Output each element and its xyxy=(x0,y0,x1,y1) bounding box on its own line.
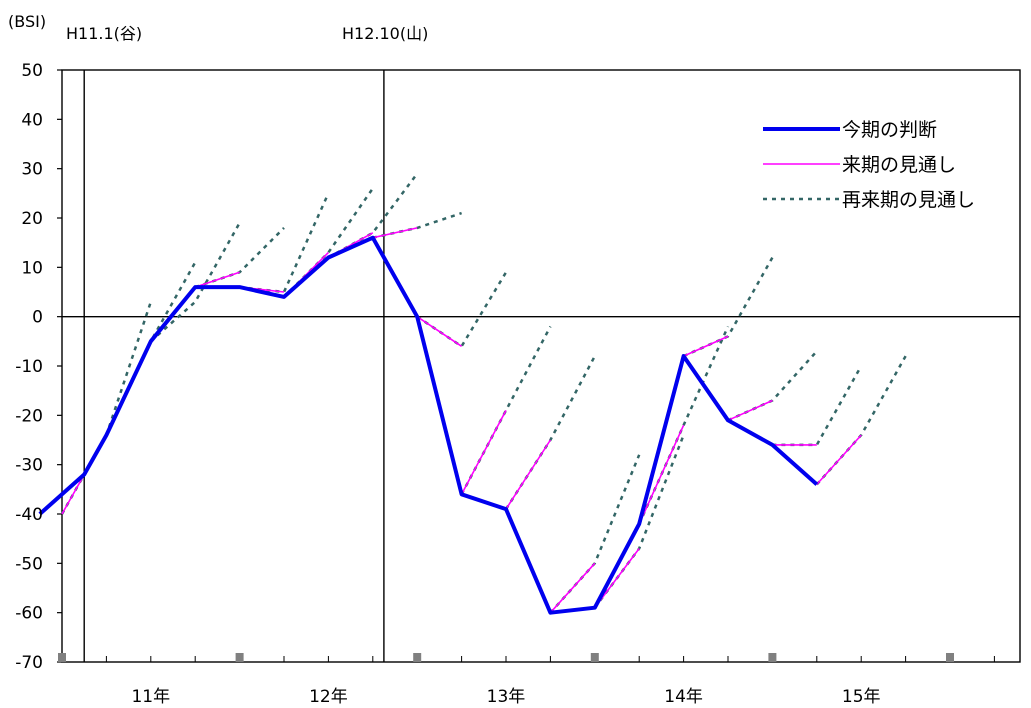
y-tick-label: -50 xyxy=(15,554,43,574)
y-tick-label: -40 xyxy=(15,505,43,525)
forecast-segment xyxy=(683,256,774,358)
forecast-segment xyxy=(194,271,240,288)
forecast-segment xyxy=(504,355,596,510)
x-year-label: 12年 xyxy=(309,687,348,707)
forecast-segment xyxy=(683,335,729,357)
series-1 xyxy=(61,227,862,614)
y-tick-label: -20 xyxy=(15,406,43,426)
forecast-segment xyxy=(372,227,418,239)
forecast-segment xyxy=(505,439,552,510)
series-0 xyxy=(38,235,819,615)
x-year-label: 14年 xyxy=(664,687,703,707)
y-tick-label: -70 xyxy=(15,653,43,673)
forecast-segment xyxy=(149,222,241,343)
forecast-segment xyxy=(638,424,685,525)
series-line xyxy=(38,235,819,615)
forecast-segment xyxy=(460,410,507,495)
labels-layer: (BSI) 50 40 30 20 10 0 -10 -20 -30 -40 -50 -60 -70 11… xyxy=(8,12,881,707)
legend-label: 再来期の見通し xyxy=(842,189,975,211)
y-tick-label: -30 xyxy=(15,456,43,476)
axes-layer xyxy=(57,69,1021,663)
forecast-segment xyxy=(194,227,285,289)
y-tick-label: 20 xyxy=(21,209,43,229)
x-year-label: 15年 xyxy=(842,687,881,707)
forecast-segment xyxy=(816,434,862,485)
y-tick-label: 30 xyxy=(21,160,43,180)
y-tick-label: 10 xyxy=(21,258,43,278)
year-boundary-mark xyxy=(946,653,954,662)
y-tick-label: 40 xyxy=(21,110,43,130)
forecast-segment xyxy=(239,192,330,294)
year-boundary-mark xyxy=(413,653,422,662)
forecast-segment xyxy=(327,172,419,259)
forecast-segment xyxy=(772,365,863,447)
forecast-segment xyxy=(416,316,463,347)
forecast-segment xyxy=(416,271,508,348)
x-year-label: 13年 xyxy=(487,687,526,707)
legend-label: 来期の見通し xyxy=(842,154,956,176)
year-boundary-mark xyxy=(768,653,777,662)
series-2 xyxy=(60,172,907,614)
forecast-segment xyxy=(105,261,197,436)
x-year-label: 11年 xyxy=(131,687,170,707)
year-boundary-mark xyxy=(235,653,244,662)
legend-label: 今期の判断 xyxy=(842,119,937,141)
year-boundary-mark xyxy=(590,653,599,662)
y-axis-unit-label: (BSI) xyxy=(8,12,46,31)
turning-point-label: H11.1(谷) xyxy=(66,24,142,43)
forecast-segment xyxy=(549,562,596,614)
turning-point-label: H12.10(山) xyxy=(342,24,428,43)
forecast-segment xyxy=(727,350,818,422)
y-tick-label: 50 xyxy=(21,61,43,81)
y-tick-label: -10 xyxy=(15,357,43,377)
forecast-segment xyxy=(549,454,641,614)
y-tick-label: -60 xyxy=(15,604,43,624)
y-tick-label: 0 xyxy=(32,308,43,328)
forecast-segment xyxy=(727,399,773,422)
year-boundary-mark xyxy=(58,653,66,662)
series-layer xyxy=(38,172,907,615)
